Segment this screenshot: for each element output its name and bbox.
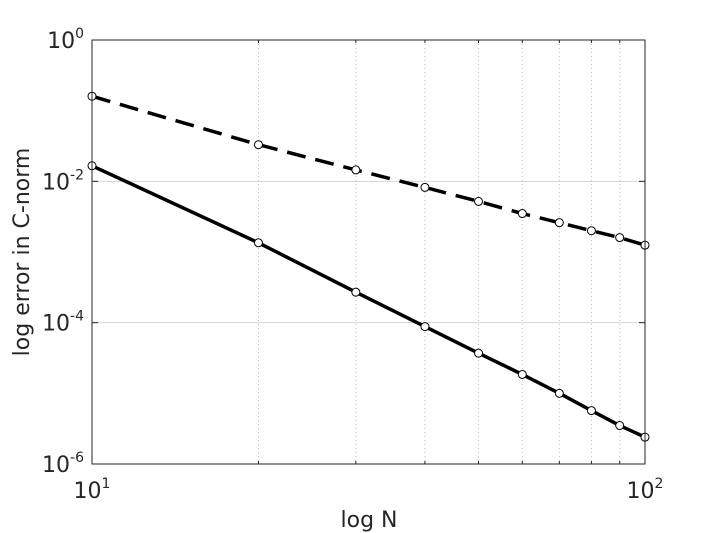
data-point-marker <box>253 140 263 150</box>
plot-frame <box>91 39 646 465</box>
series-line-2 <box>91 164 646 439</box>
grid <box>92 40 645 464</box>
data-point-marker <box>420 322 430 332</box>
data-point-marker <box>586 406 596 416</box>
series-group <box>87 91 650 442</box>
data-point-marker <box>554 388 564 398</box>
x-tick-label: 101 <box>74 476 111 504</box>
data-point-marker <box>517 369 527 379</box>
y-tick-label: 10-6 <box>42 450 84 478</box>
plot-background <box>92 40 645 464</box>
data-point-marker <box>474 196 484 206</box>
x-tick-label: 102 <box>627 476 664 504</box>
y-axis-label: log error in C-norm <box>10 148 35 357</box>
data-point-marker <box>351 287 361 297</box>
y-tick-label: 100 <box>47 26 84 54</box>
data-point-marker <box>615 233 625 243</box>
series-line-1 <box>91 94 646 247</box>
data-point-marker <box>253 238 263 248</box>
data-point-marker <box>420 182 430 192</box>
x-axis-label: log N <box>341 508 398 533</box>
data-point-marker <box>351 165 361 175</box>
data-point-marker <box>517 209 527 219</box>
data-point-marker <box>554 218 564 228</box>
data-point-marker <box>615 421 625 431</box>
data-point-marker <box>474 348 484 358</box>
axis-ticks: 101 102 100 10-2 10-4 10-6 <box>42 26 663 504</box>
data-point-marker <box>586 226 596 236</box>
y-tick-label: 10-4 <box>42 309 84 337</box>
y-tick-label: 10-2 <box>42 167 84 195</box>
